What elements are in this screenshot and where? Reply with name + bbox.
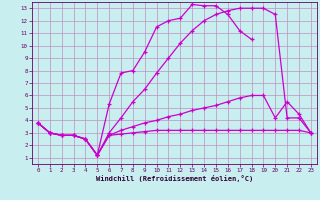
X-axis label: Windchill (Refroidissement éolien,°C): Windchill (Refroidissement éolien,°C) [96,175,253,182]
